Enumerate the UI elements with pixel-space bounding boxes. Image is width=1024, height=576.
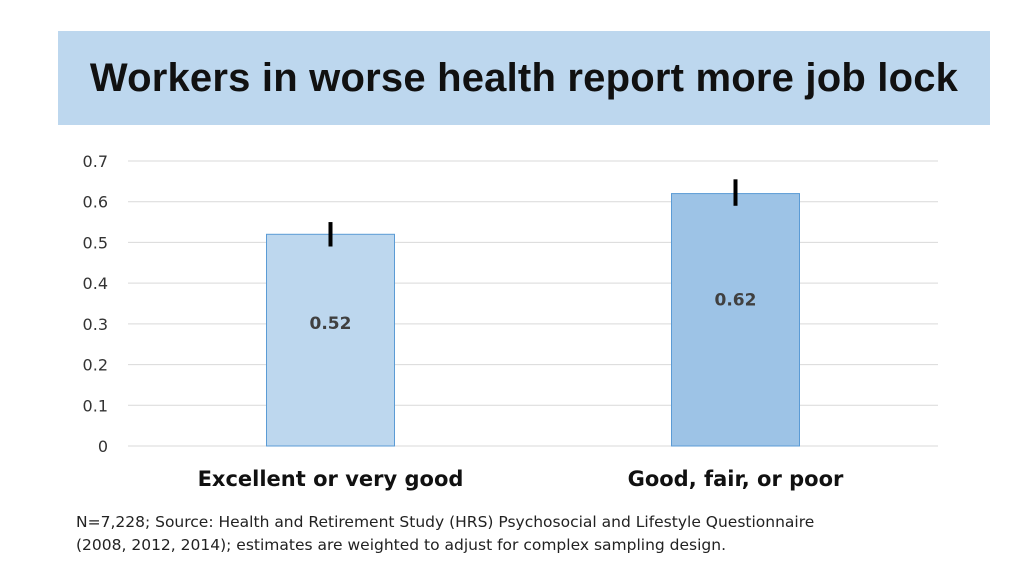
- y-tick-label: 0.7: [83, 152, 108, 171]
- chart-title: Workers in worse health report more job …: [89, 55, 959, 100]
- y-tick-label: 0: [98, 437, 108, 456]
- bar: [266, 233, 395, 447]
- y-tick-label: 0.2: [83, 356, 108, 375]
- y-tick-label: 0.5: [83, 233, 108, 252]
- y-tick-label: 0.4: [83, 274, 108, 293]
- y-tick-label: 0.3: [83, 315, 108, 334]
- x-category-label: Good, fair, or poor: [628, 467, 844, 491]
- footnote-line-1: N=7,228; Source: Health and Retirement S…: [76, 513, 815, 531]
- title-banner: Workers in worse health report more job …: [58, 31, 990, 125]
- y-tick-label: 0.1: [83, 396, 108, 415]
- bar: [671, 193, 800, 447]
- data-label: 0.52: [310, 314, 352, 334]
- footnote-line-2: (2008, 2012, 2014); estimates are weight…: [76, 536, 727, 554]
- x-category-label: Excellent or very good: [198, 467, 464, 491]
- data-label: 0.62: [715, 291, 757, 311]
- footnote: N=7,228; Source: Health and Retirement S…: [76, 511, 976, 557]
- y-tick-label: 0.6: [83, 193, 108, 212]
